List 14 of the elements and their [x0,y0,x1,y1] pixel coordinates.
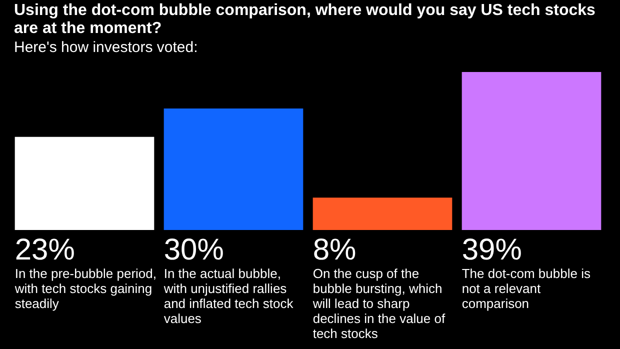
x-tick-label: On the cusp of the bubble bursting, which will lead to sharp declines in the value of tech stocks [312,266,446,342]
bar [312,198,452,230]
x-tick-label: In the actual bubble, with unjustified rallies and inflated tech stock values [162,266,294,326]
data-label: 39% [462,233,522,266]
chart-subtitle: Here's how investors voted: [14,38,199,57]
data-label: 30% [164,233,224,266]
chart-title: Using the dot-com bubble comparison, where would you say US tech stocks are at the moment? [14,2,596,38]
bar [462,72,602,230]
data-label: 8% [312,233,356,266]
x-tick-label: In the pre-bubble period, with tech stocks gaining steadily [14,266,156,312]
bar [14,136,154,230]
bar [164,108,304,230]
data-label: 23% [14,233,75,266]
x-tick-label: The dot-com bubble is not a relevant comparison [462,266,591,312]
